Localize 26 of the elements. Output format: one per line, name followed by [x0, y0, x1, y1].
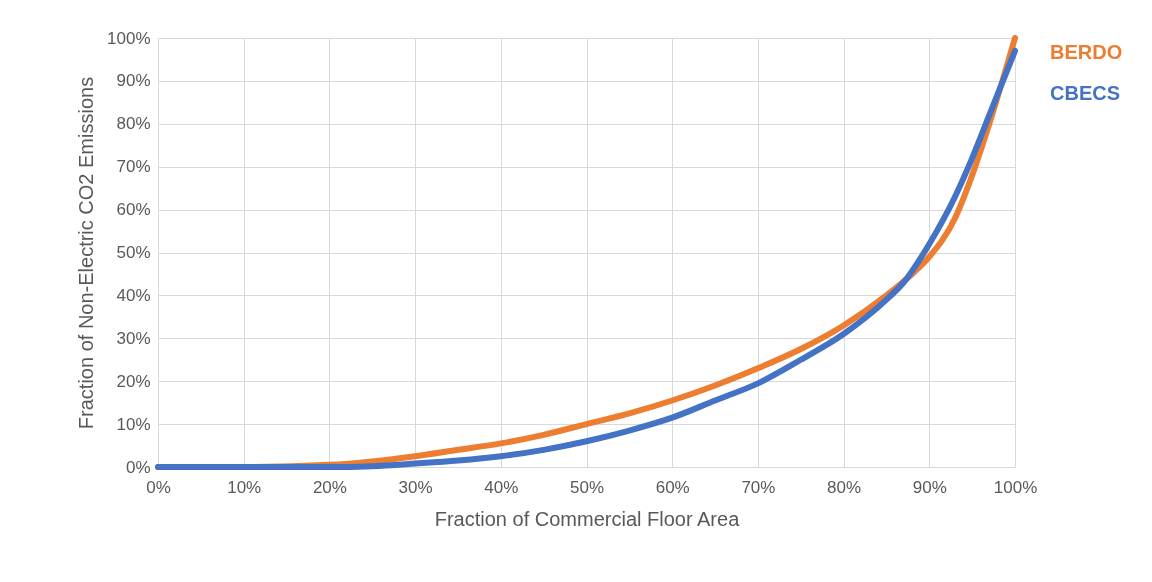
x-tick-label: 90%: [912, 477, 947, 497]
x-tick-label: 100%: [993, 477, 1038, 497]
x-tick-label: 10%: [227, 477, 262, 497]
y-tick-label: 0%: [125, 457, 151, 477]
x-tick-label: 30%: [398, 477, 433, 497]
y-tick-label: 100%: [107, 28, 151, 48]
x-tick-label: 20%: [312, 477, 347, 497]
y-tick-label: 60%: [116, 200, 151, 220]
y-tick-label: 40%: [116, 285, 151, 305]
text: CBECS: [1050, 81, 1121, 104]
y-tick-label: 10%: [116, 414, 151, 434]
series-label: BERDO: [1050, 41, 1123, 63]
x-axis-title: Fraction of Commercial Floor Area: [434, 507, 741, 530]
y-tick-label: 80%: [116, 114, 151, 134]
y-tick-label: 70%: [116, 157, 151, 177]
x-tick-label: 60%: [655, 477, 690, 497]
x-tick-label: 40%: [484, 477, 519, 497]
x-tick-label: 50%: [569, 477, 605, 497]
y-tick-label: 20%: [116, 371, 151, 391]
y-tick-label: 50%: [116, 243, 151, 262]
y-tick-label: 90%: [116, 71, 151, 91]
x-tick-label: 80%: [827, 477, 862, 497]
y-axis-title: Fraction of Non-Electric CO2 Emissions: [75, 76, 98, 430]
x-tick-label: 0%: [146, 477, 171, 497]
x-tick-label: 70%: [741, 477, 776, 497]
y-tick-label: 30%: [116, 328, 151, 348]
